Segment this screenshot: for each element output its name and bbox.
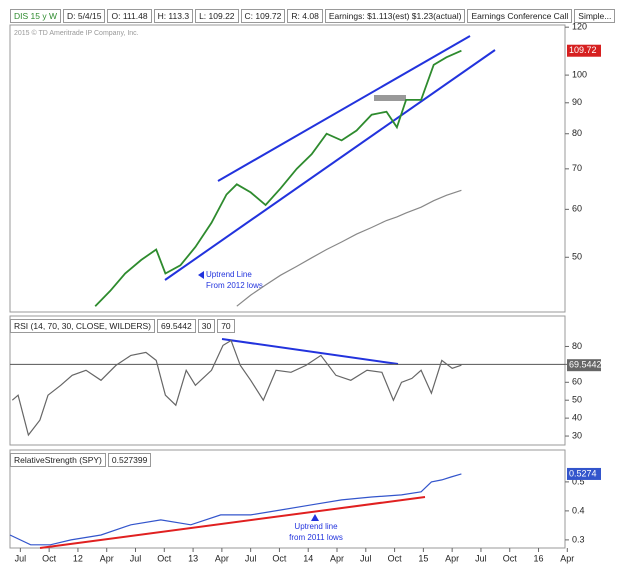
y-tick-label: 0.5	[572, 476, 585, 486]
annotation: from 2011 lows	[289, 533, 343, 542]
header-field: H: 113.3	[153, 9, 194, 23]
study-level: 30	[197, 319, 216, 333]
y-tick-label: 0.4	[572, 505, 585, 515]
trend-line	[164, 49, 496, 281]
x-tick-label: Jul	[15, 553, 27, 563]
x-tick-label: Apr	[215, 553, 229, 563]
x-tick-label: 15	[418, 553, 428, 563]
arrow	[198, 271, 204, 279]
header-bar: DIS 15 y W D: 5/4/15 O: 111.48 H: 113.3 L: …	[10, 9, 616, 23]
series-line	[94, 49, 462, 307]
last-value-label: 69.5442	[569, 360, 602, 370]
x-tick-label: Jul	[360, 553, 372, 563]
y-tick-label: 80	[572, 341, 582, 351]
header-field: L: 109.22	[195, 9, 239, 23]
last-value-box	[567, 44, 601, 57]
x-tick-label: Apr	[445, 553, 459, 563]
header-field: O: 111.48	[107, 9, 152, 23]
last-value-label: 0.5274	[569, 468, 597, 478]
last-value-label: 109.72	[569, 45, 597, 55]
x-tick-label: Oct	[503, 553, 518, 563]
y-tick-label: 60	[572, 204, 582, 214]
series-line	[11, 339, 462, 437]
y-tick-label: 100	[572, 69, 587, 79]
trend-line	[217, 35, 471, 182]
x-tick-label: Jul	[130, 553, 142, 563]
header-field: R: 4.08	[287, 9, 323, 23]
arrow	[311, 514, 319, 521]
x-tick-label: Oct	[272, 553, 287, 563]
x-tick-label: Oct	[157, 553, 172, 563]
rsi-panel	[9, 315, 566, 446]
x-tick-label: 14	[303, 553, 313, 563]
last-value-box	[567, 359, 601, 372]
y-tick-label: 60	[572, 377, 582, 387]
rs-header: RelativeStrength (SPY) 0.527399	[10, 453, 152, 467]
x-tick-label: 12	[73, 553, 83, 563]
header-field: C: 109.72	[240, 9, 286, 23]
trend-line	[39, 496, 426, 549]
x-tick-label: Apr	[560, 553, 574, 563]
study-title[interactable]: RelativeStrength (SPY)	[10, 453, 106, 467]
x-tick-label: 13	[188, 553, 198, 563]
study-value: 0.527399	[107, 453, 152, 467]
x-tick-label: Jul	[475, 553, 487, 563]
study-level: 70	[217, 319, 235, 333]
study-title[interactable]: RSI (14, 70, 30, CLOSE, WILDERS)	[10, 319, 155, 333]
annotation: Uptrend line	[294, 522, 338, 531]
header-field[interactable]: Simple...	[574, 9, 616, 23]
y-tick-label: 0.3	[572, 534, 585, 544]
y-tick-label: 50	[572, 252, 582, 262]
annotation: From 2012 lows	[206, 281, 263, 290]
x-tick-label: 16	[534, 553, 544, 563]
y-tick-label: 70	[572, 163, 582, 173]
y-tick-label: 120	[572, 22, 587, 32]
series-line	[236, 189, 462, 307]
trend-line	[221, 338, 399, 365]
series-line	[9, 473, 462, 546]
y-tick-label: 40	[572, 413, 582, 423]
y-tick-label: 90	[572, 97, 582, 107]
x-tick-label: Apr	[330, 553, 344, 563]
study-value: 69.5442	[157, 319, 196, 333]
header-field: D: 5/4/15	[62, 9, 106, 23]
copyright: 2015 © TD Ameritrade IP Company, Inc.	[14, 29, 139, 37]
annotation: Uptrend Line	[206, 270, 252, 279]
symbol[interactable]: DIS 15 y W	[10, 9, 61, 23]
y-tick-label: 50	[572, 395, 582, 405]
last-value-box	[567, 467, 601, 480]
x-tick-label: Oct	[42, 553, 57, 563]
header-field[interactable]: Earnings Conference Call	[467, 9, 573, 23]
y-tick-label: 80	[572, 128, 582, 138]
x-tick-label: Oct	[388, 553, 403, 563]
y-tick-label: 30	[572, 430, 582, 440]
price-panel	[9, 24, 566, 313]
x-tick-label: Apr	[100, 553, 114, 563]
highlight-box	[374, 95, 406, 101]
x-tick-label: Jul	[245, 553, 257, 563]
rsi-header: RSI (14, 70, 30, CLOSE, WILDERS) 69.5442…	[10, 319, 235, 333]
header-field: Earnings: $1.113(est) $1.23(actual)	[324, 9, 466, 23]
